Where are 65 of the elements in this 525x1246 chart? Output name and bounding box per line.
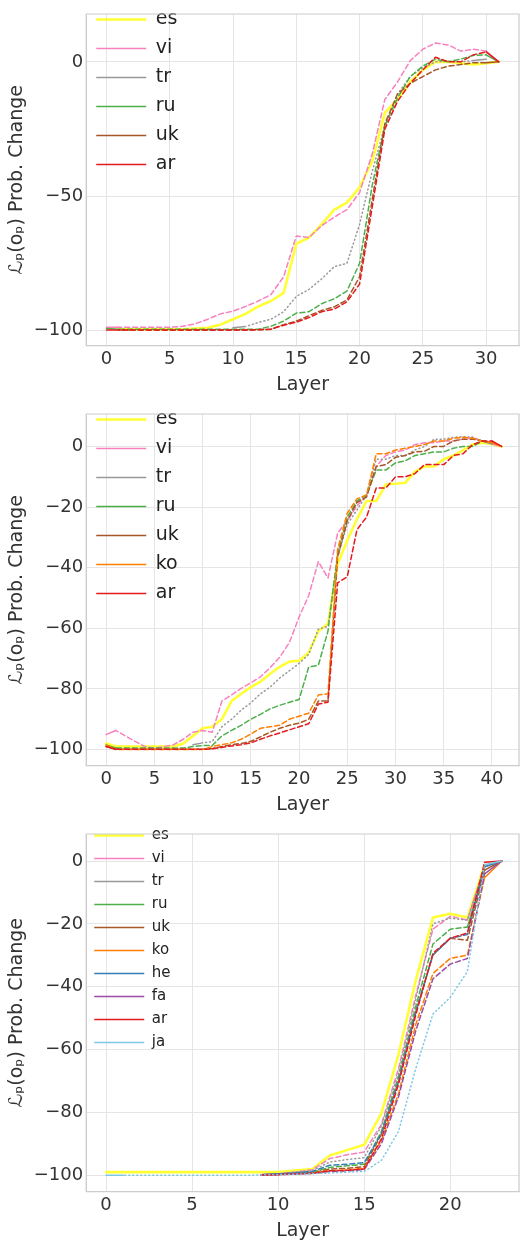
legend-label: vi: [155, 35, 173, 58]
legend-label: ar: [155, 151, 176, 174]
x-axis-title: Layer: [276, 791, 330, 814]
y-axis-title: ℒₚ(oₚ) Prob. Change: [4, 495, 27, 685]
y-tick-label: −50: [45, 183, 84, 205]
x-tick-label: 40: [480, 767, 504, 789]
y-tick-label: −100: [33, 318, 84, 340]
y-tick-label: −80: [45, 1100, 84, 1122]
y-tick-label: −100: [33, 737, 84, 759]
legend-label: uk: [151, 917, 171, 936]
x-axis-title: Layer: [276, 371, 330, 394]
y-tick-label: −60: [45, 615, 84, 637]
x-tick-label: 5: [164, 347, 176, 369]
legend-label: vi: [155, 435, 173, 458]
legend-label: es: [151, 825, 169, 844]
x-tick-label: 10: [191, 767, 215, 789]
legend-label: es: [155, 406, 178, 429]
legend-label: tr: [155, 464, 172, 487]
legend-label: fa: [151, 986, 167, 1005]
x-tick-label: 20: [438, 1193, 462, 1215]
x-tick-label: 15: [239, 767, 263, 789]
legend-label: vi: [151, 848, 165, 867]
x-tick-label: 5: [148, 767, 161, 789]
x-tick-label: 15: [284, 347, 308, 369]
y-tick-label: −40: [45, 974, 84, 996]
legend-label: ru: [155, 93, 176, 116]
legend-label: ja: [150, 1032, 166, 1051]
x-tick-label: 20: [287, 767, 311, 789]
x-tick-label: 0: [100, 347, 113, 369]
y-tick-label: −20: [45, 494, 84, 516]
y-tick-label: −20: [45, 911, 84, 933]
y-tick-label: −80: [45, 676, 84, 698]
x-tick-label: 10: [266, 1193, 290, 1215]
legend-label: es: [155, 6, 178, 29]
y-tick-label: 0: [71, 848, 84, 870]
y-tick-label: −100: [33, 1162, 84, 1184]
y-tick-label: 0: [71, 49, 84, 71]
x-tick-label: 20: [348, 347, 372, 369]
y-axis-title: ℒₚ(oₚ) Prob. Change: [4, 85, 27, 275]
legend-label: ru: [155, 493, 176, 516]
legend-label: tr: [155, 64, 172, 87]
y-tick-label: −40: [45, 555, 84, 577]
legend-label: ar: [155, 580, 176, 603]
x-tick-label: 5: [186, 1193, 198, 1215]
y-axis-title: ℒₚ(oₚ) Prob. Change: [4, 918, 27, 1108]
legend-label: he: [151, 963, 171, 982]
y-tick-label: 0: [71, 434, 84, 456]
y-tick-label: −60: [45, 1037, 84, 1059]
legend-label: ar: [151, 1009, 168, 1028]
legend-label: uk: [155, 522, 179, 545]
legend-label: ko: [151, 940, 170, 959]
x-tick-label: 15: [352, 1193, 376, 1215]
x-tick-label: 10: [221, 347, 245, 369]
x-tick-label: 25: [411, 347, 435, 369]
legend-label: ru: [151, 894, 168, 913]
x-tick-label: 0: [100, 767, 112, 789]
x-tick-label: 30: [474, 347, 498, 369]
x-axis-title: Layer: [276, 1217, 330, 1240]
legend-label: ko: [155, 551, 178, 574]
x-tick-label: 30: [384, 767, 407, 789]
legend-label: uk: [155, 122, 179, 145]
x-tick-label: 25: [335, 767, 359, 789]
x-tick-label: 35: [432, 767, 456, 789]
legend-label: tr: [151, 871, 165, 890]
x-tick-label: 0: [100, 1193, 112, 1215]
